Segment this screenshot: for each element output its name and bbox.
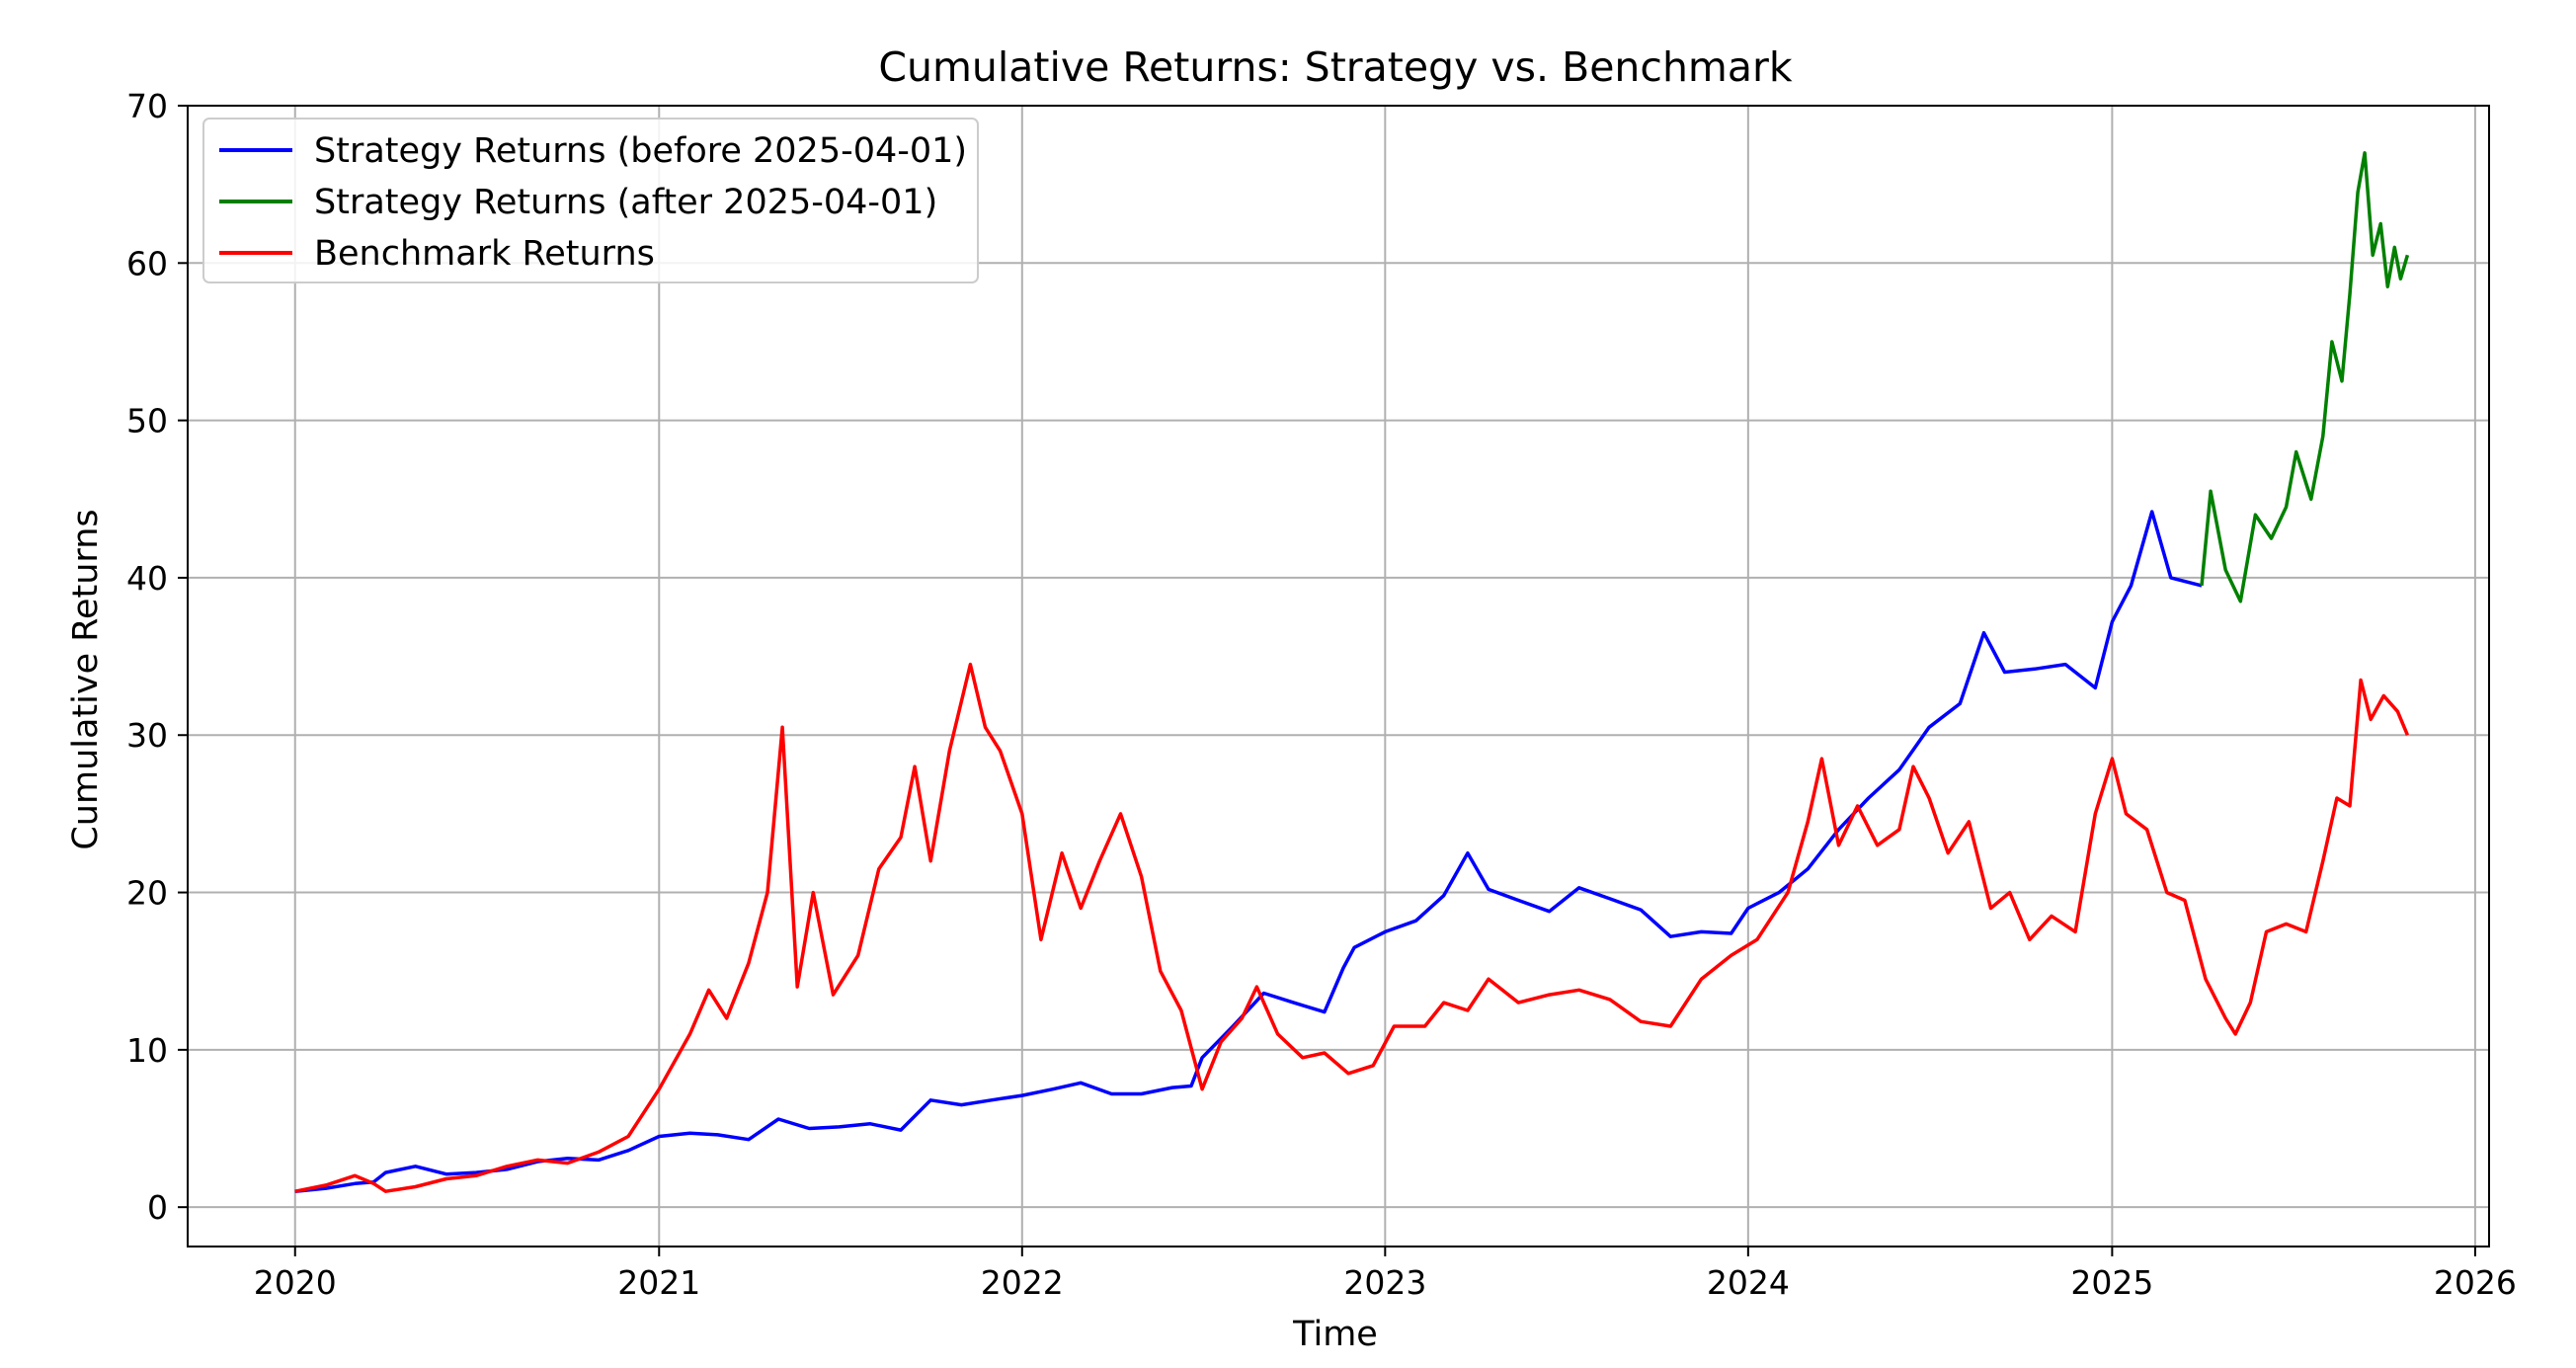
legend-label: Strategy Returns (after 2025-04-01) (314, 183, 937, 222)
x-axis-label: Time (1292, 1315, 1378, 1354)
x-tick-label: 2021 (617, 1263, 700, 1302)
legend-label: Strategy Returns (before 2025-04-01) (314, 131, 967, 171)
x-tick-label: 2020 (254, 1263, 337, 1302)
x-tick-label: 2026 (2434, 1263, 2517, 1302)
x-tick-label: 2023 (1343, 1263, 1426, 1302)
series-line-3 (294, 662, 2410, 1193)
y-axis-label: Cumulative Returns (66, 509, 106, 849)
x-tick-label: 2025 (2070, 1263, 2153, 1302)
y-tick-label: 10 (126, 1031, 168, 1070)
series-line-1 (294, 510, 2203, 1193)
y-tick-label: 50 (126, 402, 168, 441)
y-axis: 0 10 20 30 40 50 60 70 (126, 87, 188, 1227)
y-tick-label: 60 (126, 244, 168, 282)
x-tick-label: 2024 (1707, 1263, 1790, 1302)
series-line-2 (2200, 151, 2410, 604)
legend: Strategy Returns (before 2025-04-01) Stra… (202, 118, 979, 283)
legend-box (202, 118, 979, 283)
plot-frame (187, 105, 2490, 1247)
y-tick-label: 70 (126, 87, 168, 125)
series-layer (294, 151, 2410, 1193)
y-tick-label: 20 (126, 874, 168, 913)
legend-label: Benchmark Returns (314, 234, 655, 274)
y-tick-label: 40 (126, 559, 168, 598)
chart-title: Cumulative Returns: Strategy vs. Benchma… (878, 43, 1792, 91)
x-axis: 2020 2021 2022 2023 2024 2025 2026 (254, 1247, 2517, 1302)
y-tick-label: 30 (126, 716, 168, 755)
y-tick-label: 0 (147, 1188, 168, 1227)
x-tick-label: 2022 (981, 1263, 1064, 1302)
